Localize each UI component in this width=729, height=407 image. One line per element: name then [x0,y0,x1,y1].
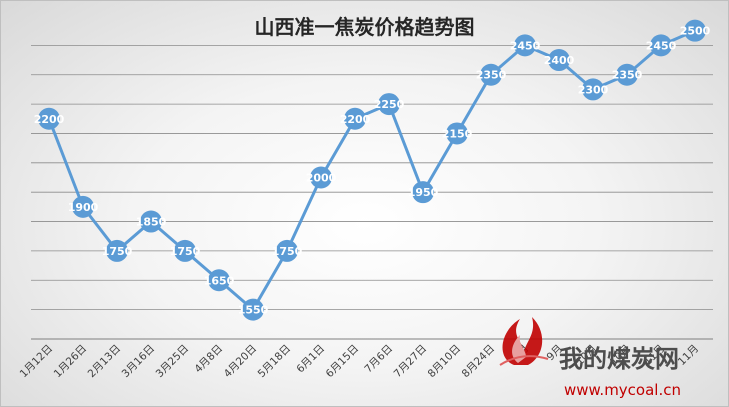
data-point [582,78,604,101]
data-point [616,63,638,86]
flame-logo-icon [499,317,549,366]
data-label: 2450 [646,39,677,52]
data-label: 2200 [34,113,65,126]
x-tick-label: 8月24日 [460,343,498,381]
data-point [480,63,502,86]
x-tick-label: 1月12日 [18,343,56,381]
data-label: 2200 [340,113,371,126]
data-point [310,166,332,189]
watermark-url: www.mycoal.cn [564,381,681,399]
x-tick-label: 8月10日 [426,343,464,381]
x-tick-label: 4月20日 [222,343,260,381]
data-point [344,107,366,130]
x-tick-label: 7月27日 [392,343,430,381]
data-point [38,107,60,130]
data-point [650,34,672,57]
data-label: 2500 [680,25,711,38]
x-tick-label: 6月15日 [324,343,362,381]
x-tick-label: 3月25日 [154,343,192,381]
data-point [208,269,230,292]
data-label: 1900 [68,201,99,214]
data-label: 2400 [544,54,575,67]
x-tick-label: 4月8日 [192,343,225,376]
data-label: 1750 [102,245,133,258]
data-label: 2250 [374,98,405,111]
data-label: 2350 [476,69,507,82]
data-point [174,239,196,262]
data-point [276,239,298,262]
data-label: 2150 [442,127,473,140]
data-label: 1750 [170,245,201,258]
data-point [548,49,570,72]
x-tick-label: 1月26日 [52,343,90,381]
data-label: 2300 [578,83,609,96]
chart-title: 山西准一焦炭价格趋势图 [254,15,475,39]
data-point [514,34,536,57]
data-label: 1750 [272,245,303,258]
watermark: 我的煤炭网 www.mycoal.cn [499,317,681,399]
x-tick-label: 2月13日 [86,343,124,381]
x-tick-label: 7月6日 [362,343,395,376]
data-point [106,239,128,262]
x-tick-label: 11月 [676,343,701,368]
x-tick-label: 6月1日 [294,343,327,376]
data-label: 2000 [306,172,337,185]
data-label: 1950 [408,186,439,199]
data-markers: 2200 1900 1750 1850 1750 1650 1550 1750 2000 2200… [34,19,711,321]
data-point [378,93,400,116]
data-point [446,122,468,145]
data-point [412,181,434,204]
gridlines [31,44,713,311]
data-label: 1650 [204,274,235,287]
data-point [242,298,264,321]
x-tick-label: 3月16日 [120,343,158,381]
data-label: 2350 [612,69,643,82]
watermark-text: 我的煤炭网 [559,345,679,373]
series-line [47,29,696,312]
data-point [140,210,162,233]
data-point [684,19,706,42]
x-tick-label: 5月18日 [256,343,294,381]
data-label: 2450 [510,39,541,52]
data-label: 1850 [136,216,167,229]
data-label: 1550 [238,304,269,317]
data-point [72,195,94,218]
